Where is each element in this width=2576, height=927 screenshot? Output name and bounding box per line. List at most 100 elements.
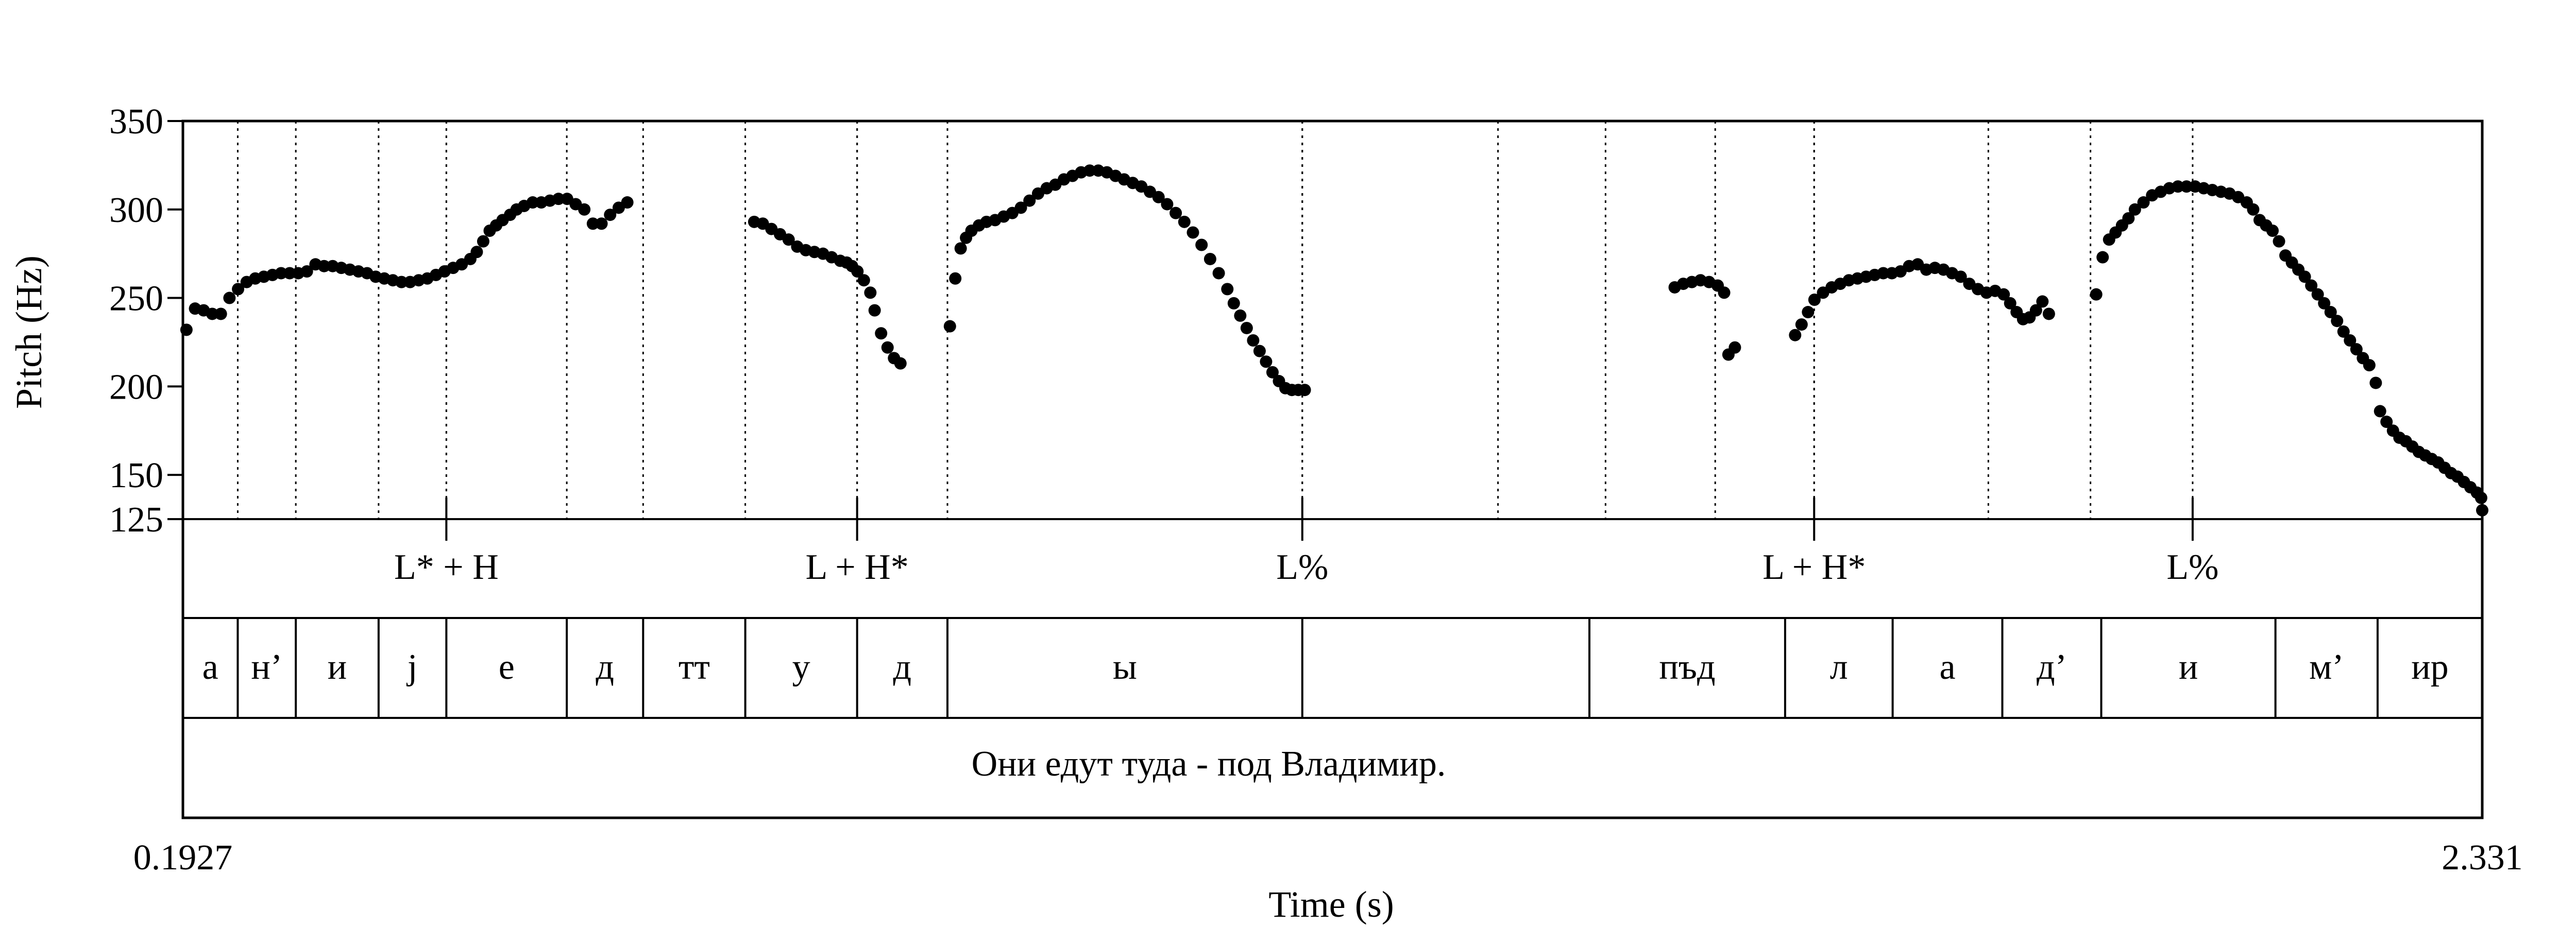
pitch-point-1-13 (851, 265, 864, 278)
segment-tier: а н’ и j е д тт у д ы пъд л а д’ и м’ ир (202, 618, 2449, 718)
segment-label-12: л (1830, 647, 1848, 687)
segment-label-13: а (1940, 647, 1956, 687)
pitch-point-5-5 (2122, 212, 2135, 225)
pitch-point-5-35 (2344, 334, 2357, 347)
pitch-point-2-39 (1253, 345, 1266, 357)
pitch-point-2-18 (1083, 164, 1096, 177)
pitch-point-2-32 (1204, 252, 1216, 265)
pitch-point-5-12 (2180, 180, 2193, 193)
pitch-point-4-20 (1954, 270, 1967, 283)
pitch-point-2-36 (1234, 309, 1247, 322)
pitch-point-2-28 (1170, 207, 1182, 219)
pitch-point-2-41 (1266, 366, 1279, 379)
pitch-point-2-27 (1161, 198, 1174, 211)
y-tick-label-3: 250 (109, 279, 163, 319)
pitch-point-1-4 (782, 233, 795, 246)
y-tick-label-2: 200 (109, 367, 163, 407)
tone-label-4: L% (2166, 547, 2218, 587)
pitch-point-2-26 (1152, 191, 1165, 203)
pitch-point-1-17 (875, 327, 888, 340)
pitch-point-5-31 (2318, 297, 2331, 310)
pitch-point-0-50 (595, 217, 608, 230)
pitch-point-2-31 (1195, 238, 1208, 251)
pitch-point-0-12 (283, 267, 296, 280)
sentence-label: Они едут туда - под Владимир. (972, 744, 1446, 784)
pitch-point-3-8 (1728, 341, 1741, 354)
pitch-point-0-42 (526, 196, 539, 209)
pitch-point-5-40 (2374, 405, 2386, 418)
pitch-point-0-14 (300, 265, 313, 278)
pitch-point-5-1 (2096, 251, 2109, 264)
y-tick-label-0: 125 (109, 500, 163, 540)
pitch-point-2-33 (1212, 267, 1225, 280)
pitch-point-5-28 (2298, 270, 2311, 283)
pitch-point-2-1 (949, 272, 962, 285)
pitch-point-2-2 (954, 242, 967, 255)
pitch-point-0-51 (604, 209, 617, 221)
segment-label-2: и (328, 647, 347, 687)
pitch-point-0-25 (395, 276, 408, 288)
pitch-point-4-31 (2036, 295, 2049, 308)
pitch-point-2-0 (943, 320, 956, 333)
pitch-point-2-40 (1260, 355, 1273, 368)
pitch-point-2-38 (1247, 334, 1260, 347)
pitch-point-5-6 (2128, 203, 2141, 216)
segment-label-14: д’ (2037, 647, 2067, 687)
pitch-point-2-34 (1221, 283, 1234, 296)
segment-label-7: у (792, 647, 810, 687)
chart-frame (181, 119, 2484, 819)
segment-label-8: д (893, 647, 912, 687)
pitch-point-1-15 (864, 286, 877, 299)
pitch-points (180, 164, 2488, 517)
pitch-point-4-30 (2029, 304, 2042, 317)
pitch-point-5-32 (2324, 306, 2337, 319)
x-end-label: 2.331 (2442, 838, 2523, 878)
pitch-point-5-20 (2247, 203, 2260, 216)
pitch-point-0-34 (470, 246, 483, 259)
tone-label-2: L% (1276, 547, 1328, 587)
segment-label-11: пъд (1659, 647, 1715, 687)
segment-label-4: е (499, 647, 515, 687)
pitch-point-0-11 (275, 267, 287, 280)
pitch-point-1-14 (857, 274, 870, 287)
outer-frame (181, 119, 2484, 819)
pitch-point-4-2 (1802, 306, 1815, 319)
pitch-point-4-11 (1877, 267, 1890, 280)
pitch-point-3-6 (1718, 286, 1731, 299)
pitch-point-0-49 (586, 217, 599, 230)
pitch-point-5-38 (2363, 359, 2376, 372)
pitch-point-5-29 (2305, 279, 2318, 292)
pitch-point-2-11 (1023, 194, 1036, 207)
pitch-point-5-41 (2380, 416, 2393, 428)
y-tick-label-4: 300 (109, 191, 163, 230)
y-tick-label-1: 150 (109, 456, 163, 495)
y-axis-label: Pitch (Hz) (8, 255, 49, 409)
pitch-point-4-0 (1789, 329, 1802, 341)
pitch-point-5-39 (2369, 376, 2382, 389)
pitch-point-0-3 (206, 307, 218, 320)
pitch-point-0-6 (232, 283, 245, 296)
pitch-point-5-34 (2337, 325, 2350, 338)
x-start-label: 0.1927 (133, 838, 233, 878)
segment-label-16: м’ (2309, 647, 2344, 687)
segment-boundary-grid (236, 121, 2194, 541)
pitch-point-4-26 (2004, 297, 2016, 310)
x-axis-label: Time (s) (1268, 884, 1394, 925)
pitch-point-0-53 (621, 196, 634, 209)
pitch-point-2-29 (1178, 215, 1191, 228)
pitch-point-2-35 (1227, 297, 1240, 310)
tone-label-1: L + H* (806, 547, 909, 587)
segment-label-3: j (406, 647, 417, 687)
pitch-point-4-3 (1808, 293, 1821, 306)
pitch-point-5-30 (2311, 288, 2324, 301)
pitch-point-5-0 (2090, 288, 2103, 301)
y-tick-label-5: 350 (109, 102, 163, 142)
pitch-point-2-46 (1298, 384, 1311, 397)
segment-label-17: ир (2411, 647, 2448, 687)
tone-label-3: L + H* (1762, 547, 1866, 587)
segment-label-6: тт (679, 647, 710, 687)
pitch-point-2-37 (1240, 321, 1253, 334)
pitch-point-5-7 (2137, 196, 2150, 209)
pitch-point-4-25 (1997, 288, 2010, 301)
